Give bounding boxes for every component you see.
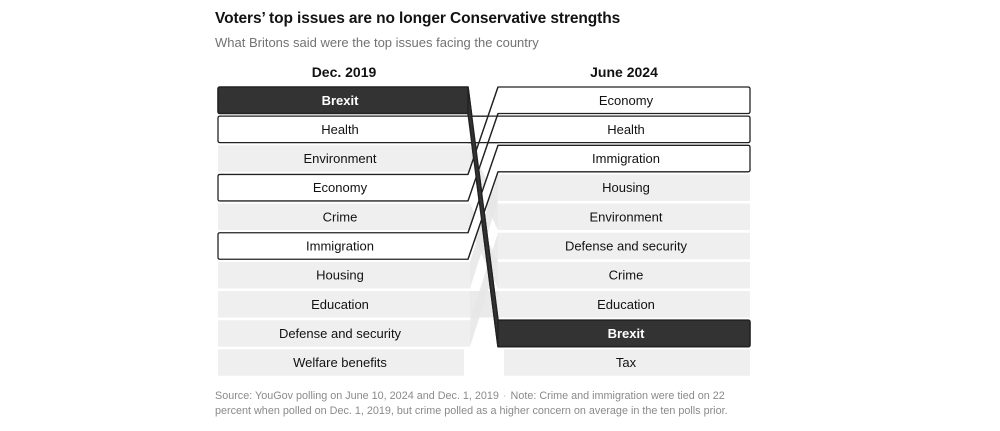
- row-label-dec-2019-housing: Housing: [316, 268, 364, 283]
- row-label-june-2024-crime: Crime: [609, 268, 644, 283]
- row-label-dec-2019-health: Health: [321, 122, 359, 137]
- row-band-june-2024-defense-and-security: [498, 232, 750, 260]
- row-label-june-2024-economy: Economy: [599, 93, 654, 108]
- row-label-dec-2019-education: Education: [311, 297, 369, 312]
- explanatory-note: Note: Crime and immigration were tied on…: [215, 390, 728, 417]
- row-label-june-2024-brexit: Brexit: [608, 326, 646, 341]
- row-label-june-2024-housing: Housing: [602, 180, 650, 195]
- row-band-dec-2019-defense-and-security: [218, 320, 470, 347]
- row-label-june-2024-tax: Tax: [616, 355, 637, 370]
- row-label-dec-2019-brexit: Brexit: [322, 93, 360, 108]
- row-label-dec-2019-defense-and-security: Defense and security: [279, 326, 402, 341]
- row-label-dec-2019-immigration: Immigration: [306, 239, 374, 254]
- connector-band-brexit: [467, 86, 499, 347]
- row-band-dec-2019-crime: [218, 203, 470, 231]
- row-label-june-2024-education: Education: [597, 297, 655, 312]
- row-bands: [218, 145, 750, 376]
- highlight-connector-immigration: [217, 144, 751, 260]
- highlight-connectors: [217, 86, 751, 348]
- row-band-dec-2019-housing: [218, 261, 470, 289]
- row-band-june-2024-housing: [498, 174, 750, 201]
- row-label-dec-2019-welfare-benefits: Welfare benefits: [293, 355, 387, 370]
- footer-separator: ·: [502, 390, 507, 402]
- source-note: Source: YouGov polling on June 10, 2024 …: [215, 390, 499, 402]
- chart-title: Voters’ top issues are no longer Conserv…: [215, 10, 621, 27]
- row-label-june-2024-defense-and-security: Defense and security: [565, 239, 688, 254]
- row-band-june-2024-education: [498, 291, 750, 318]
- column-header-june-2024: June 2024: [590, 64, 658, 80]
- row-label-june-2024-immigration: Immigration: [592, 151, 660, 166]
- row-label-june-2024-health: Health: [607, 122, 645, 137]
- row-label-dec-2019-economy: Economy: [313, 180, 368, 195]
- row-band-june-2024-tax: [504, 349, 750, 376]
- row-band-dec-2019-welfare-benefits: [218, 349, 464, 376]
- row-band-dec-2019-education: [218, 291, 470, 318]
- row-label-june-2024-environment: Environment: [590, 209, 663, 224]
- row-band-dec-2019-environment: [218, 145, 470, 172]
- row-label-dec-2019-environment: Environment: [304, 151, 377, 166]
- row-band-june-2024-environment: [498, 203, 750, 231]
- row-label-dec-2019-crime: Crime: [323, 209, 358, 224]
- row-labels: Brexit Health Environment Economy Crime Immig…: [279, 93, 688, 370]
- row-band-june-2024-crime: [498, 261, 750, 289]
- highlight-connector-economy: [217, 86, 751, 202]
- connector-edge-economy: [467, 86, 499, 202]
- column-header-dec-2019: Dec. 2019: [311, 64, 377, 80]
- chart-subtitle: What Britons said were the top issues fa…: [215, 35, 539, 50]
- footer-notes: Source: YouGov polling on June 10, 2024 …: [215, 389, 760, 419]
